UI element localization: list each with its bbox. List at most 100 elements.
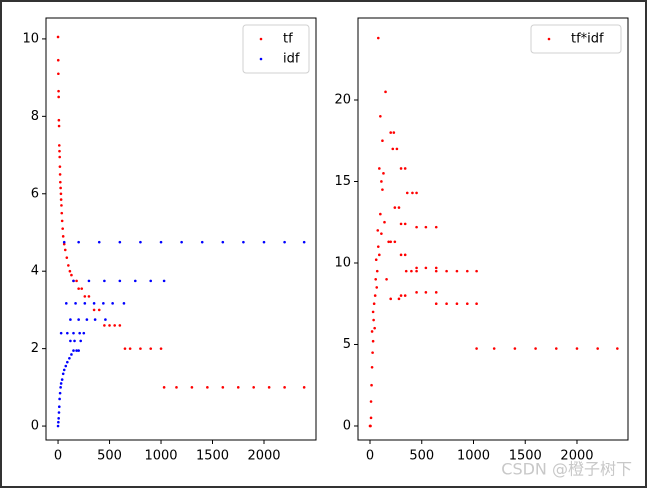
point — [415, 191, 418, 195]
point — [445, 302, 448, 306]
point — [371, 310, 375, 314]
point — [61, 227, 64, 230]
point — [221, 240, 225, 244]
point — [369, 424, 372, 428]
point — [97, 240, 101, 244]
point — [410, 269, 413, 273]
point — [58, 149, 61, 153]
point — [58, 165, 62, 168]
point — [72, 279, 75, 283]
point — [236, 386, 240, 389]
point — [415, 266, 418, 270]
point — [118, 240, 122, 244]
point — [513, 347, 517, 350]
point — [59, 186, 62, 190]
point — [596, 347, 599, 350]
point — [399, 253, 403, 257]
point — [139, 240, 142, 244]
point — [262, 240, 266, 244]
point — [475, 269, 478, 273]
point — [373, 294, 377, 297]
point — [83, 302, 87, 305]
point — [62, 242, 66, 246]
point — [380, 180, 383, 183]
point — [123, 347, 127, 350]
axes-frame — [357, 17, 629, 441]
point — [60, 204, 63, 207]
point — [77, 240, 80, 244]
point — [56, 35, 60, 39]
point — [92, 308, 96, 312]
point — [56, 424, 60, 428]
point — [369, 416, 373, 420]
point — [424, 266, 428, 270]
point — [381, 139, 384, 143]
point — [465, 269, 469, 273]
point — [57, 95, 60, 99]
x-tick-label: 0 — [54, 449, 62, 464]
point — [97, 308, 101, 312]
point — [66, 331, 69, 335]
point — [77, 287, 80, 290]
point — [159, 347, 163, 350]
point — [378, 167, 381, 170]
point — [370, 383, 373, 387]
point — [378, 253, 381, 257]
point — [175, 386, 178, 389]
point — [206, 386, 209, 389]
point — [475, 302, 478, 306]
point — [61, 372, 65, 376]
point — [93, 318, 97, 321]
point — [465, 302, 469, 306]
point — [149, 347, 153, 350]
point — [369, 400, 373, 403]
point — [72, 349, 75, 352]
point — [455, 302, 459, 306]
point — [87, 279, 91, 283]
point — [373, 326, 376, 330]
point — [376, 36, 380, 40]
point — [389, 297, 393, 301]
x-tick-label: 500 — [97, 449, 122, 464]
point — [616, 347, 619, 350]
point — [383, 220, 386, 224]
point — [56, 58, 60, 62]
point — [434, 269, 438, 273]
y-tick-label: 2 — [31, 341, 39, 356]
point — [376, 245, 380, 248]
point — [118, 324, 122, 327]
point — [77, 318, 80, 321]
point — [424, 225, 428, 229]
point — [77, 349, 80, 352]
point — [104, 318, 107, 321]
x-tick-label: 1500 — [196, 449, 229, 464]
point — [57, 411, 61, 414]
point — [67, 264, 70, 267]
point — [65, 256, 69, 259]
point — [66, 360, 69, 364]
y-tick-label: 8 — [31, 109, 39, 124]
point — [242, 240, 245, 244]
point — [455, 269, 459, 273]
point — [102, 302, 105, 305]
point — [554, 347, 558, 350]
point — [80, 287, 84, 290]
point — [162, 279, 166, 283]
point — [68, 269, 72, 273]
point — [399, 222, 403, 226]
x-tick-label: 2000 — [247, 449, 280, 464]
point — [72, 331, 75, 335]
point — [57, 89, 60, 93]
point — [78, 331, 81, 335]
point — [397, 297, 401, 301]
point — [75, 279, 78, 283]
point — [61, 235, 65, 238]
x-tick-label: 1000 — [457, 449, 490, 464]
point — [139, 347, 142, 350]
point — [372, 302, 376, 306]
point — [69, 339, 72, 343]
point — [59, 382, 63, 385]
point — [190, 386, 194, 389]
point — [159, 240, 163, 244]
